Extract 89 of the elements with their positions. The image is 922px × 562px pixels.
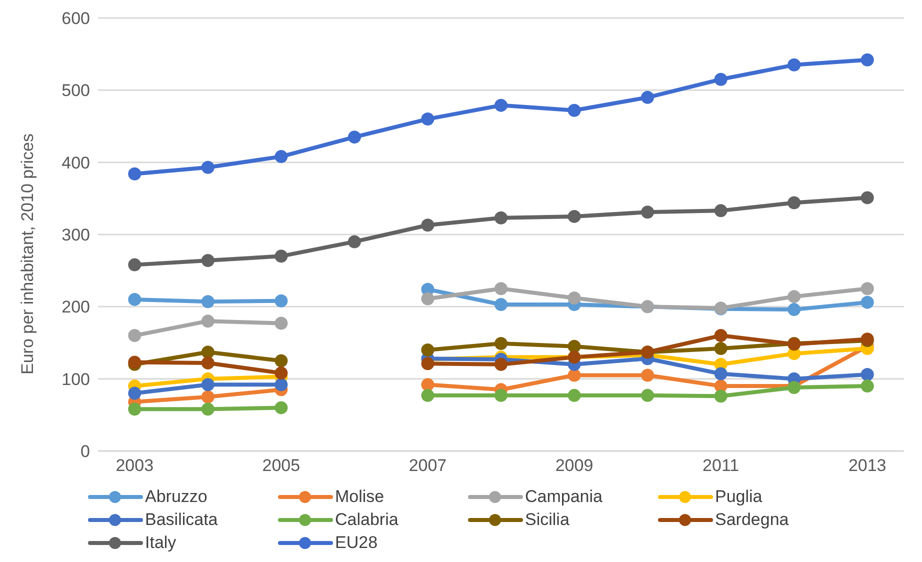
- point: [714, 329, 728, 342]
- x-tick-label: 2007: [408, 456, 447, 476]
- point: [788, 196, 801, 210]
- legend-label: Sardegna: [715, 510, 789, 530]
- point: [421, 343, 434, 356]
- point: [274, 250, 288, 263]
- legend-label: Puglia: [715, 486, 762, 506]
- legend-label: Basilicata: [145, 510, 218, 530]
- x-tick-label: 2013: [848, 456, 886, 476]
- y-tick-label: 300: [62, 226, 90, 245]
- legend-label: Calabria: [335, 510, 398, 530]
- point: [421, 357, 434, 370]
- point: [568, 368, 581, 382]
- y-tick-label: 400: [62, 153, 90, 172]
- point: [860, 282, 874, 296]
- point: [641, 90, 654, 104]
- x-tick-label: 2009: [555, 456, 594, 476]
- point: [274, 294, 288, 308]
- point: [201, 402, 214, 416]
- point: [494, 282, 508, 296]
- y-tick-label: 600: [62, 9, 90, 28]
- point: [274, 366, 288, 380]
- point: [568, 340, 581, 353]
- point: [714, 367, 728, 380]
- point: [348, 235, 361, 248]
- y-axis-title: Euro per inhabitant, 2010 prices: [18, 134, 38, 374]
- point: [788, 303, 801, 316]
- point: [201, 314, 214, 328]
- point: [201, 254, 214, 267]
- legend-label: Sicilia: [525, 510, 570, 530]
- point: [128, 329, 142, 342]
- point: [568, 388, 581, 402]
- point: [494, 298, 508, 311]
- point: [274, 150, 288, 164]
- point: [494, 358, 508, 371]
- legend-label: Italy: [145, 532, 176, 552]
- point: [348, 130, 361, 144]
- point: [128, 402, 142, 416]
- point: [421, 388, 434, 402]
- point: [421, 292, 434, 306]
- point: [860, 296, 874, 309]
- point: [201, 356, 214, 370]
- point: [494, 336, 508, 350]
- y-tick-label: 500: [62, 81, 90, 100]
- point: [201, 295, 214, 308]
- point: [714, 72, 728, 86]
- x-tick-label: 2005: [262, 456, 300, 476]
- point: [128, 167, 142, 180]
- point: [494, 388, 508, 402]
- point: [714, 342, 728, 356]
- point: [421, 112, 434, 126]
- point: [788, 290, 801, 304]
- point: [421, 218, 434, 232]
- point: [788, 58, 801, 72]
- point: [860, 191, 874, 204]
- point: [494, 211, 508, 224]
- point: [641, 206, 654, 219]
- point: [714, 390, 728, 403]
- point: [860, 53, 874, 66]
- point: [641, 368, 654, 382]
- y-tick-label: 100: [62, 370, 90, 389]
- point: [274, 401, 288, 414]
- legend-label: EU28: [335, 532, 378, 552]
- legend-label: Molise: [335, 486, 384, 506]
- point: [201, 160, 214, 174]
- point: [201, 390, 214, 404]
- point: [201, 346, 214, 359]
- point: [641, 388, 654, 402]
- point: [274, 378, 288, 392]
- point: [128, 386, 142, 400]
- point: [421, 378, 434, 392]
- x-tick-label: 2003: [116, 456, 154, 476]
- point: [128, 258, 142, 272]
- legend-label: Campania: [525, 486, 602, 506]
- point: [201, 378, 214, 392]
- point: [568, 210, 581, 223]
- point: [860, 380, 874, 393]
- point: [274, 316, 288, 330]
- point: [714, 204, 728, 218]
- y-tick-label: 200: [62, 298, 90, 317]
- point: [128, 292, 142, 306]
- point: [494, 98, 508, 112]
- y-tick-label: 0: [80, 442, 90, 462]
- point: [568, 104, 581, 117]
- point: [568, 292, 581, 305]
- point: [860, 368, 874, 382]
- x-tick-label: 2011: [702, 456, 740, 476]
- point: [274, 354, 288, 368]
- legend-label: Abruzzo: [145, 486, 208, 506]
